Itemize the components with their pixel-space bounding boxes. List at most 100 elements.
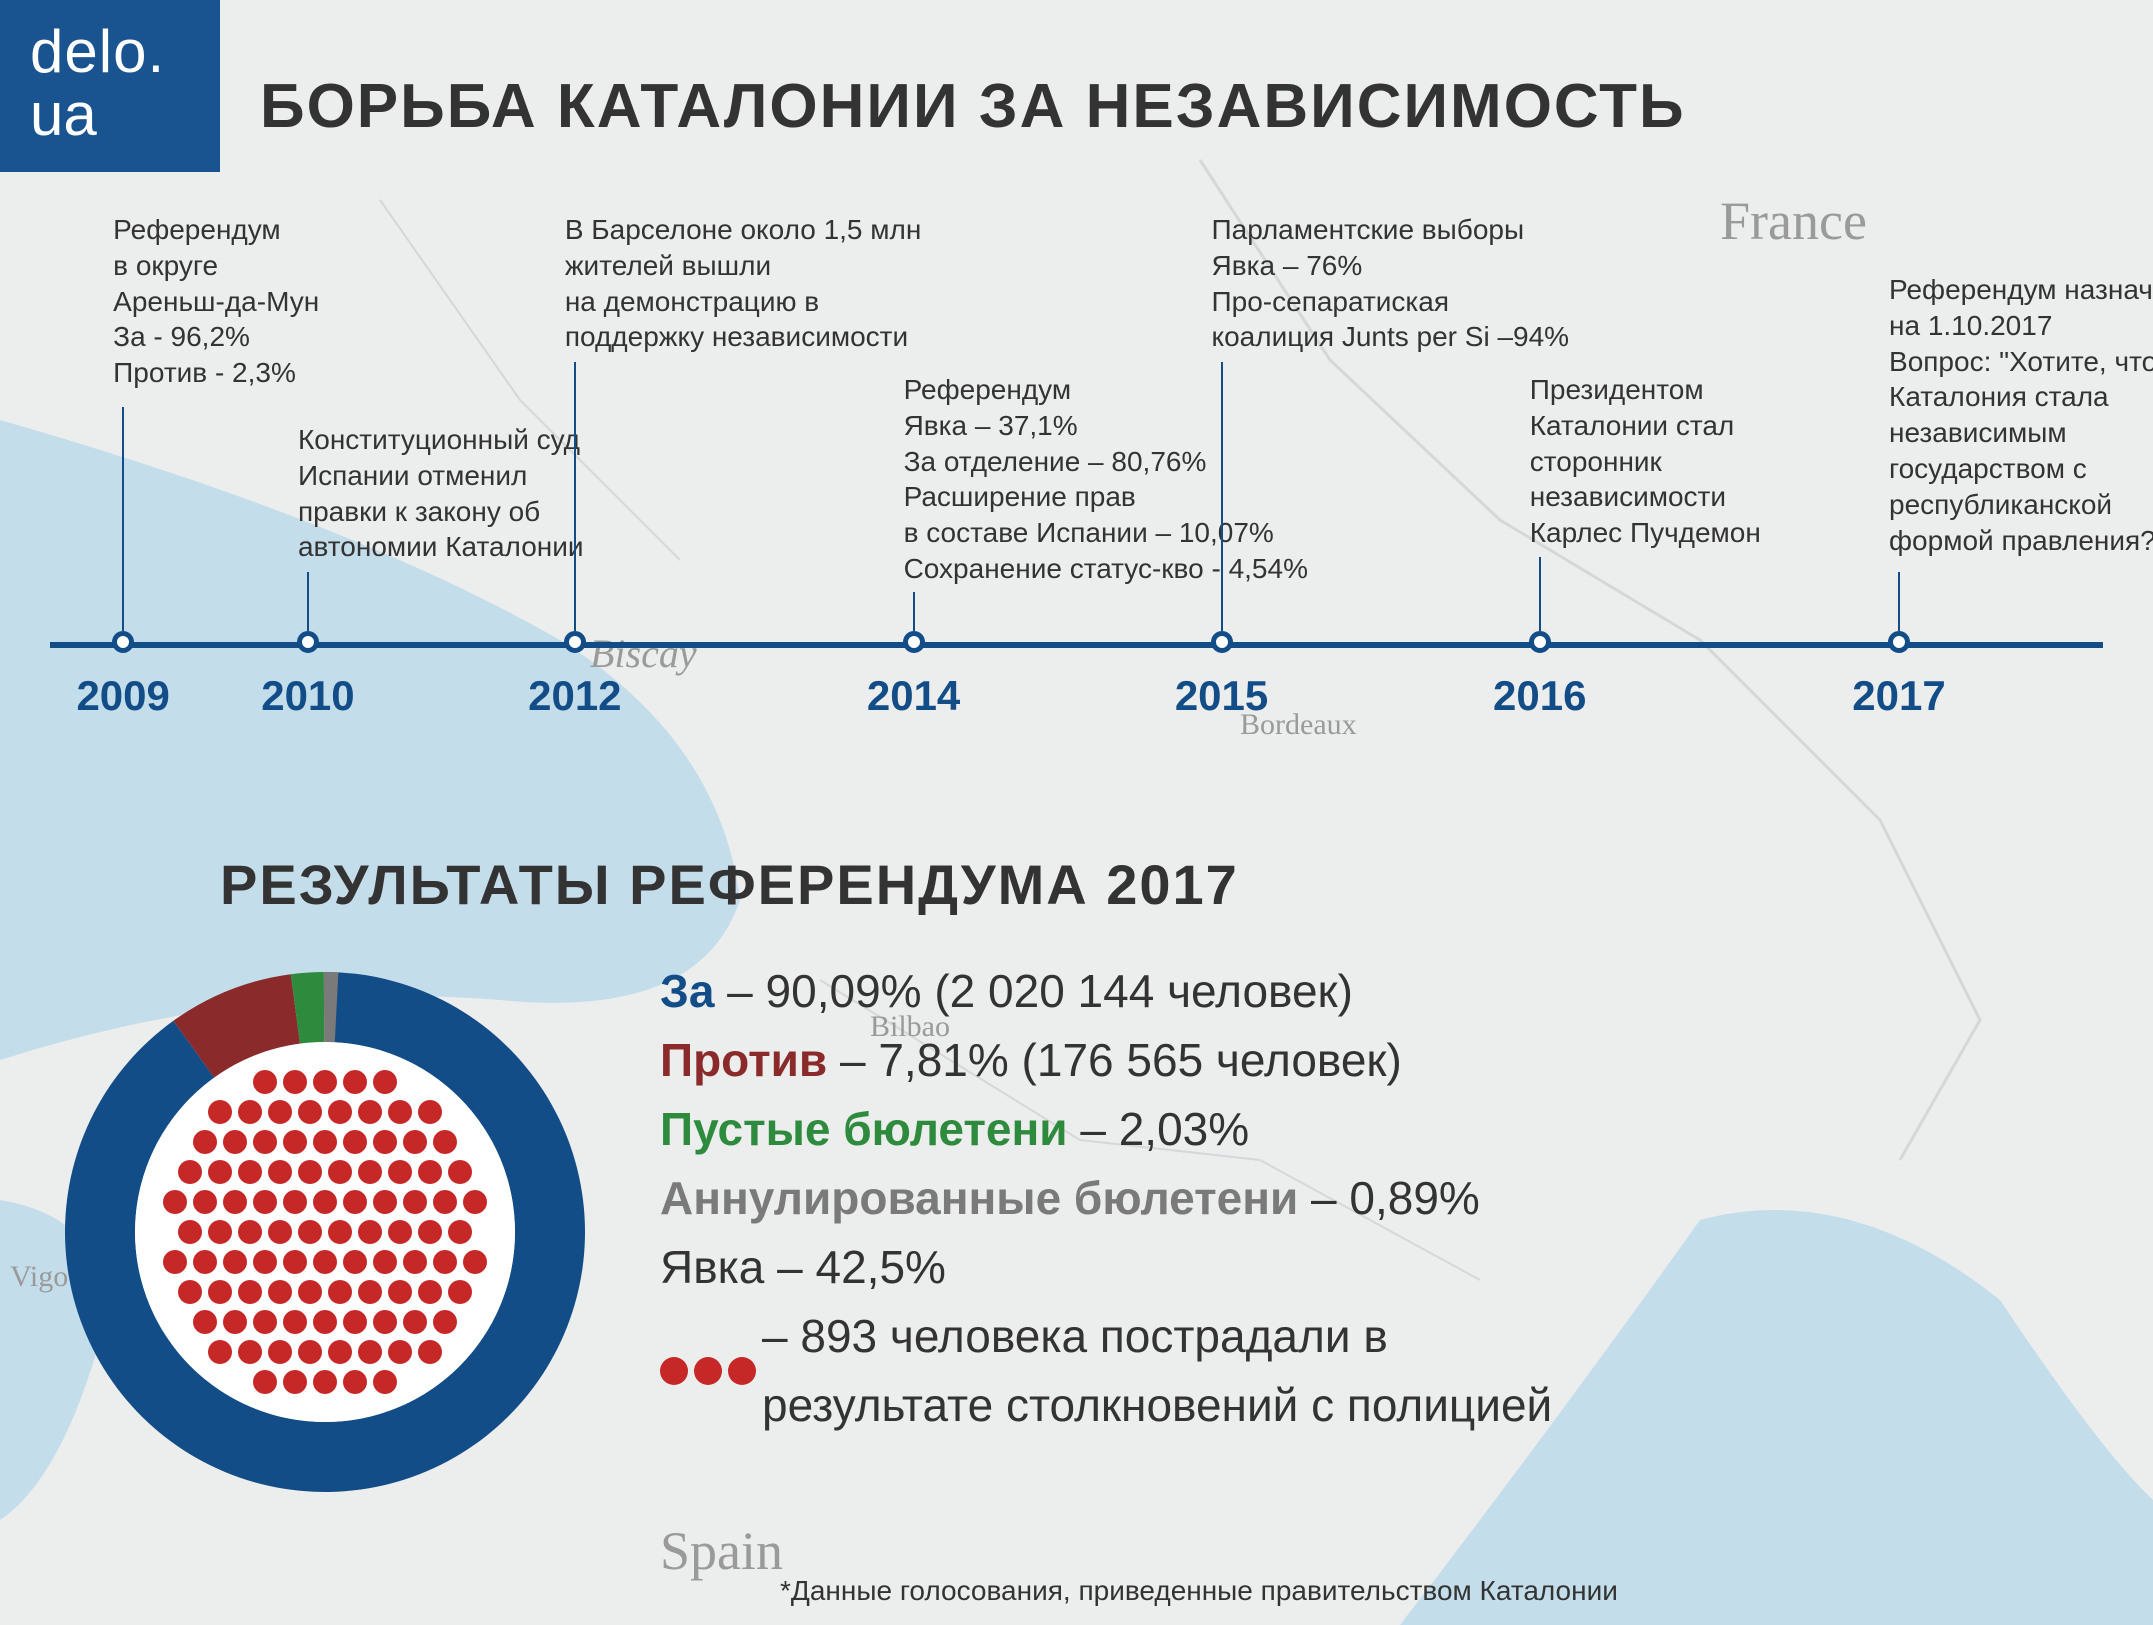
donut-inner-dot (358, 1340, 382, 1364)
timeline-year: 2010 (261, 672, 354, 720)
red-dot-icon (660, 1357, 688, 1385)
donut-inner-dot (463, 1190, 487, 1214)
donut-inner-dot (373, 1070, 397, 1094)
donut-inner-dot (418, 1340, 442, 1364)
timeline-point (1888, 631, 1910, 653)
main-title: БОРЬБА КАТАЛОНИИ ЗА НЕЗАВИСИМОСТЬ (260, 31, 1686, 142)
donut-inner-dot (223, 1250, 247, 1274)
donut-inner-dot (418, 1100, 442, 1124)
donut-inner-dot (313, 1070, 337, 1094)
timeline-connector (1221, 362, 1223, 631)
donut-inner-dot (343, 1130, 367, 1154)
stat-row: Аннулированные бюлетени – 0,89% (660, 1164, 1552, 1233)
donut-inner-dot (253, 1370, 277, 1394)
donut-inner-dot (163, 1190, 187, 1214)
donut-inner-dot (208, 1100, 232, 1124)
timeline-text: Референдум в округе Ареньш-да-Мун За - 9… (113, 212, 453, 391)
section-title: РЕЗУЛЬТАТЫ РЕФЕРЕНДУМА 2017 (220, 852, 2153, 917)
donut-inner-dot (253, 1250, 277, 1274)
donut-inner-dot (223, 1190, 247, 1214)
donut-inner-dot (463, 1250, 487, 1274)
donut-inner-dot (193, 1310, 217, 1334)
donut-inner-dot (403, 1130, 427, 1154)
header: delo. ua БОРЬБА КАТАЛОНИИ ЗА НЕЗАВИСИМОС… (0, 0, 2153, 172)
donut-inner-dot (178, 1160, 202, 1184)
stat-value: – 2,03% (1068, 1103, 1250, 1155)
donut-inner-dot (283, 1130, 307, 1154)
donut-inner-dot (418, 1280, 442, 1304)
donut-inner-dot (223, 1130, 247, 1154)
donut-inner-dot (238, 1100, 262, 1124)
timeline-year: 2014 (867, 672, 960, 720)
donut-inner-dot (343, 1190, 367, 1214)
stat-label: Пустые бюлетени (660, 1103, 1068, 1155)
donut-inner-dot (253, 1070, 277, 1094)
timeline-text: Референдум Явка – 37,1% За отделение – 8… (904, 372, 1374, 587)
donut-inner-dot (343, 1070, 367, 1094)
donut-inner-dot (268, 1160, 292, 1184)
donut-inner-dot (388, 1340, 412, 1364)
donut-inner-dot (448, 1280, 472, 1304)
timeline-connector (122, 407, 124, 631)
donut-inner-dot (193, 1250, 217, 1274)
donut-inner-dot (313, 1310, 337, 1334)
timeline-year: 2012 (528, 672, 621, 720)
timeline-connector (913, 592, 915, 631)
donut-inner-dot (283, 1070, 307, 1094)
donut-inner-dot (298, 1100, 322, 1124)
donut-inner-dot (268, 1220, 292, 1244)
donut-inner-dot (313, 1250, 337, 1274)
timeline-text: Референдум назначен на 1.10.2017 Вопрос:… (1889, 272, 2153, 559)
footnote: *Данные голосования, приведенные правите… (780, 1575, 1618, 1607)
donut-inner-dot (208, 1220, 232, 1244)
donut-inner-dot (373, 1310, 397, 1334)
donut-inner-dot (238, 1340, 262, 1364)
red-dot-icon (694, 1357, 722, 1385)
injuries-row: – 893 человека пострадали в результате с… (660, 1302, 1552, 1440)
donut-inner-dot (388, 1280, 412, 1304)
donut-inner-dot (253, 1130, 277, 1154)
timeline-point (1211, 631, 1233, 653)
timeline-year: 2016 (1493, 672, 1586, 720)
donut-inner-dot (388, 1100, 412, 1124)
donut-inner-dot (313, 1130, 337, 1154)
donut-inner-dot (328, 1340, 352, 1364)
timeline-connector (574, 362, 576, 631)
donut-inner-dot (163, 1250, 187, 1274)
donut-inner-dot (328, 1280, 352, 1304)
donut-inner-dot (298, 1280, 322, 1304)
donut-inner-dot (418, 1220, 442, 1244)
donut-inner-dot (268, 1340, 292, 1364)
donut-inner-dot (448, 1160, 472, 1184)
donut-inner-dot (208, 1340, 232, 1364)
donut-inner-dot (283, 1370, 307, 1394)
donut-inner-dot (448, 1220, 472, 1244)
donut-inner-dot (223, 1310, 247, 1334)
timeline-connector (307, 572, 309, 631)
donut-inner-dot (268, 1100, 292, 1124)
stat-label: Против (660, 1034, 827, 1086)
stat-row: За – 90,09% (2 020 144 человек) (660, 957, 1552, 1026)
donut-inner-dot (373, 1130, 397, 1154)
timeline-point (112, 631, 134, 653)
donut-inner-dot (388, 1160, 412, 1184)
map-label: Spain (660, 1520, 783, 1582)
donut-inner-dot (403, 1250, 427, 1274)
logo-line1: delo. (30, 20, 190, 83)
results-row: За – 90,09% (2 020 144 человек) Против – … (0, 957, 2153, 1507)
timeline-point (297, 631, 319, 653)
donut-inner-dot (358, 1100, 382, 1124)
donut-inner-dot (253, 1190, 277, 1214)
donut-inner-dot (298, 1340, 322, 1364)
stats-block: За – 90,09% (2 020 144 человек) Против – … (660, 957, 1552, 1507)
donut-inner-dot (433, 1190, 457, 1214)
donut-inner-dot (328, 1100, 352, 1124)
donut-inner-dot (208, 1280, 232, 1304)
donut-inner-dot (313, 1190, 337, 1214)
donut-inner-dot (238, 1280, 262, 1304)
stat-row: Пустые бюлетени – 2,03% (660, 1095, 1552, 1164)
donut-inner-dot (178, 1220, 202, 1244)
stat-label: Аннулированные бюлетени (660, 1172, 1298, 1224)
donut-inner-dot (238, 1160, 262, 1184)
donut-inner-dot (178, 1280, 202, 1304)
